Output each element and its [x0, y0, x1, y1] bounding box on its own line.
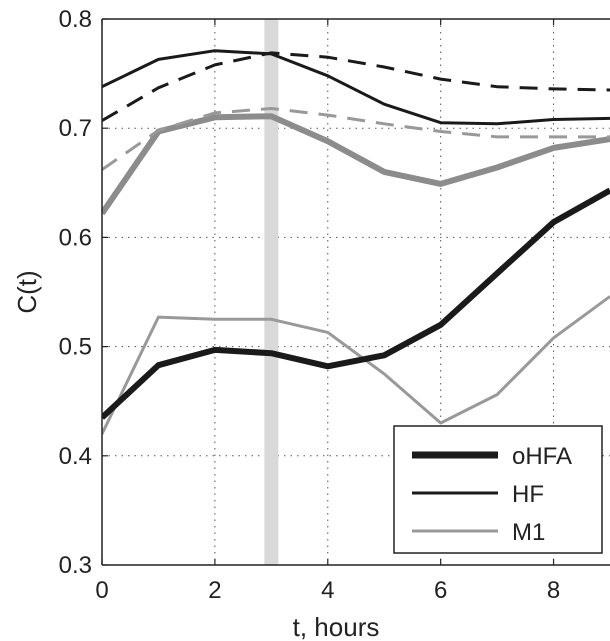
series-line-unlabeled-3	[102, 113, 610, 216]
series-layer	[102, 49, 610, 435]
series-line-unlabeled-5	[102, 107, 610, 171]
grid	[102, 19, 610, 565]
x-tick-label: 6	[434, 577, 447, 604]
x-axis-label: t, hours	[293, 612, 380, 641]
series-line-m1	[102, 295, 610, 435]
series-line-unlabeled-4	[102, 51, 610, 122]
y-tick-label: 0.3	[59, 552, 92, 579]
x-tick-label: 2	[208, 577, 221, 604]
legend-label-hf: HF	[512, 481, 544, 508]
y-tick-label: 0.8	[59, 6, 92, 33]
y-axis-label: C(t)	[12, 270, 42, 313]
y-tick-label: 0.5	[59, 334, 92, 361]
y-tick-label: 0.4	[59, 443, 92, 470]
x-tick-label: 8	[547, 577, 560, 604]
legend-label-m1: M1	[512, 519, 545, 546]
x-tick-label: 0	[95, 577, 108, 604]
legend: oHFA HF M1	[393, 425, 603, 554]
series-line-hf	[102, 49, 610, 126]
y-tick-label: 0.6	[59, 224, 92, 251]
y-tick-label: 0.7	[59, 115, 92, 142]
tick-labels: 0 2 4 6 8 0.3 0.4 0.5 0.6 0.7 0.8	[59, 6, 561, 604]
legend-label-ohfa: oHFA	[512, 443, 572, 470]
x-tick-label: 4	[321, 577, 334, 604]
axes	[101, 18, 610, 566]
series-line-ohfa	[102, 187, 610, 420]
